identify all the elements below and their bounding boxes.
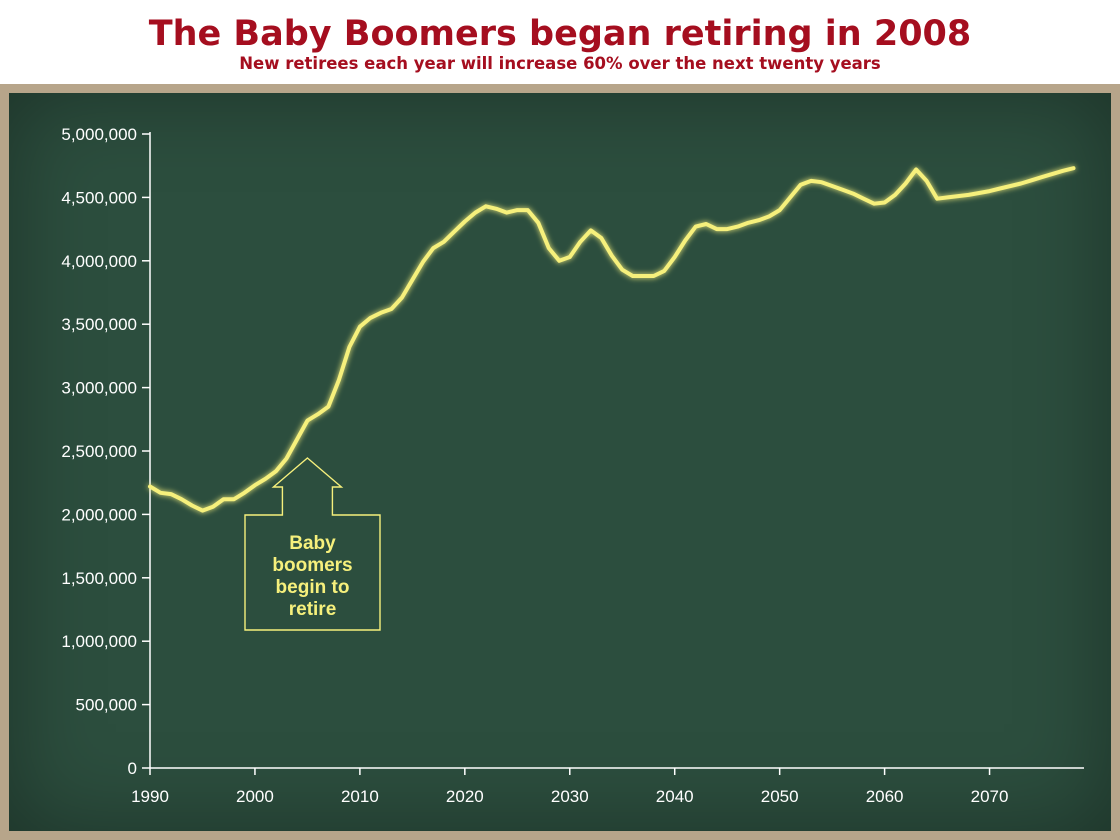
axes <box>149 132 1084 769</box>
chalkboard-frame <box>0 84 1120 840</box>
y-tick-label: 500,000 <box>76 696 137 715</box>
series-group <box>148 166 1076 513</box>
y-tick-label: 4,000,000 <box>61 252 137 271</box>
x-tick-label: 2000 <box>236 787 274 806</box>
chart-title: The Baby Boomers began retiring in 2008 <box>148 14 972 54</box>
callout-text-line: retire <box>289 599 337 620</box>
y-tick-label: 3,000,000 <box>61 379 137 398</box>
x-tick-label: 2050 <box>761 787 799 806</box>
y-tick-label: 0 <box>128 759 137 778</box>
y-tick-label: 1,500,000 <box>61 569 137 588</box>
x-tick-label: 2070 <box>971 787 1009 806</box>
x-tick-label: 1990 <box>131 787 169 806</box>
y-tick-label: 1,000,000 <box>61 632 137 651</box>
callout-text-line: begin to <box>276 577 350 598</box>
chalkboard <box>9 93 1111 831</box>
x-tick-label: 2040 <box>656 787 694 806</box>
x-tick-label: 2030 <box>551 787 589 806</box>
y-axis: 0 500,000 1,000,000 1,500,000 2,000,000 2,500… <box>61 125 150 778</box>
callout-text-line: Baby <box>289 533 336 554</box>
y-tick-label: 5,000,000 <box>61 125 137 144</box>
y-tick-label: 2,000,000 <box>61 505 137 524</box>
series-line <box>148 166 1076 513</box>
chart-subtitle: New retirees each year will increase 60%… <box>239 54 881 73</box>
y-tick-label: 2,500,000 <box>61 442 137 461</box>
x-tick-label: 2020 <box>446 787 484 806</box>
x-tick-label: 2060 <box>866 787 904 806</box>
y-tick-label: 4,500,000 <box>61 188 137 207</box>
x-tick-label: 2010 <box>341 787 379 806</box>
callout-arrow <box>244 457 381 631</box>
x-axis: 1990 2000 2010 2020 2030 2040 2050 2060 2070 <box>131 768 1008 806</box>
y-tick-label: 3,500,000 <box>61 315 137 334</box>
callout-text-line: boomers <box>272 555 352 576</box>
